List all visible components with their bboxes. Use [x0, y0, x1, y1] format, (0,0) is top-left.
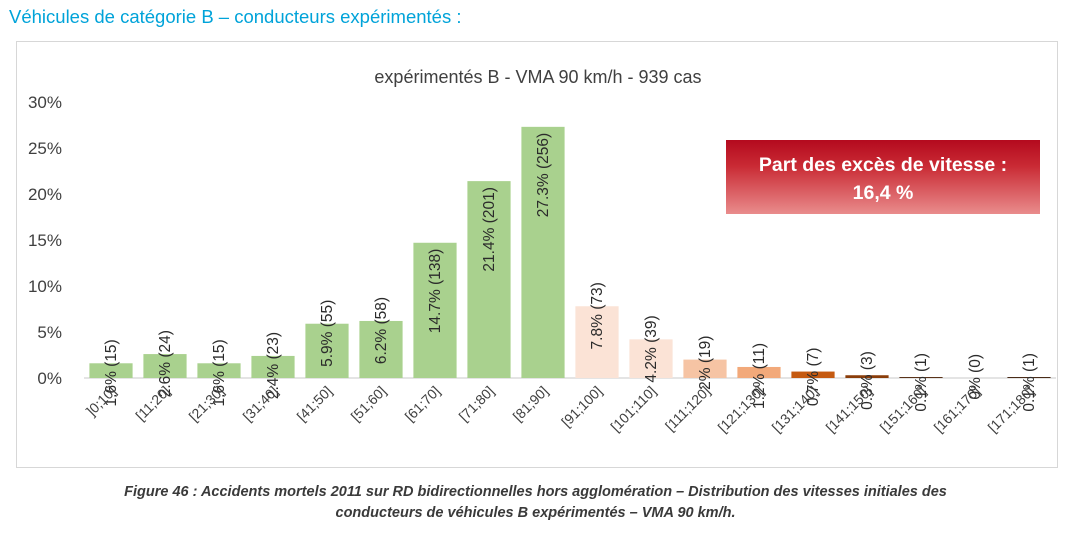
x-tick-label: [41;50]	[294, 383, 336, 425]
bar-series	[89, 126, 1051, 378]
bar	[197, 363, 241, 378]
y-tick-label: 0%	[37, 369, 62, 388]
chart-title: expérimentés B - VMA 90 km/h - 939 cas	[374, 67, 701, 87]
x-tick-label: [91;100]	[558, 383, 605, 430]
data-label: 2.6% (24)	[157, 330, 174, 397]
x-tick-label: [71;80]	[456, 383, 498, 425]
data-label: 4.2% (39)	[643, 315, 660, 382]
x-tick-label: [31;40]	[240, 383, 282, 425]
caption-line-2: conducteurs de véhicules B expérimentés …	[335, 505, 736, 521]
bar	[1007, 377, 1051, 378]
bar	[737, 366, 781, 378]
bar	[845, 375, 889, 378]
bar	[791, 371, 835, 378]
bar	[467, 181, 511, 378]
bar	[575, 306, 619, 378]
bar	[629, 339, 673, 378]
data-label: 0% (0)	[967, 354, 984, 400]
y-tick-label: 25%	[28, 139, 62, 158]
y-tick-label: 5%	[37, 323, 62, 342]
y-tick-label: 20%	[28, 185, 62, 204]
data-label: 1.2% (11)	[751, 343, 768, 409]
y-tick-label: 10%	[28, 277, 62, 296]
data-labels: 1.6% (15) 2.6% (24) 1.6% (15) 2.4% (23) 5.9%…	[103, 133, 1038, 412]
bar	[359, 320, 403, 378]
caption-line-1: Figure 46 : Accidents mortels 2011 sur R…	[124, 484, 947, 500]
bar	[899, 377, 943, 378]
x-tick-label: [61;70]	[402, 383, 444, 425]
data-label: 14.7% (138)	[427, 249, 444, 333]
data-label: 0.7% (7)	[805, 348, 822, 407]
bar	[89, 363, 133, 378]
data-label: 27.3% (256)	[535, 133, 552, 217]
data-label: 0.3% (3)	[859, 351, 876, 410]
bar	[413, 242, 457, 378]
data-label: 1.6% (15)	[103, 339, 120, 406]
data-label: 7.8% (73)	[589, 282, 606, 349]
data-label: 2.4% (23)	[265, 332, 282, 399]
bar	[521, 126, 565, 378]
x-tick-label: [11;20]	[132, 383, 173, 424]
y-axis: 0% 5% 10% 15% 20% 25% 30%	[28, 93, 62, 388]
bar	[143, 354, 187, 378]
x-tick-label: [101;110]	[607, 383, 659, 435]
data-label: 2% (19)	[697, 336, 714, 390]
y-tick-label: 30%	[28, 93, 62, 112]
x-tick-label: [111;120]	[662, 383, 713, 434]
callout-label: Part des excès de vitesse :	[758, 154, 1008, 176]
figure-caption: Figure 46 : Accidents mortels 2011 sur R…	[0, 482, 1071, 524]
x-tick-label: [131;140]	[769, 383, 822, 436]
section-heading: Véhicules de catégorie B – conducteurs e…	[9, 6, 462, 27]
y-tick-label: 15%	[28, 231, 62, 250]
bar	[251, 355, 295, 378]
x-tick-label: [81;90]	[510, 383, 552, 425]
x-tick-label: [51;60]	[348, 383, 390, 425]
data-label: 0.1% (1)	[913, 353, 930, 412]
data-label: 21.4% (201)	[481, 187, 498, 271]
data-label: 6.2% (58)	[373, 297, 390, 364]
bar	[683, 359, 727, 378]
bar	[305, 323, 349, 378]
speeding-share-callout: Part des excès de vitesse : 16,4 %	[726, 140, 1040, 214]
callout-value: 16,4 %	[852, 182, 914, 204]
data-label: 1.6% (15)	[211, 339, 228, 406]
data-label: 0.1% (1)	[1021, 353, 1038, 412]
data-label: 5.9% (55)	[319, 300, 336, 367]
x-tick-label: [161;170]	[931, 383, 984, 436]
